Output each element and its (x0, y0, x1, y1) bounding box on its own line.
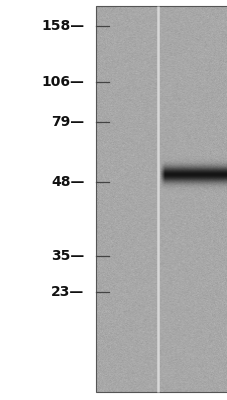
Bar (95, 6, 227, 392)
Text: 106—: 106— (41, 75, 84, 89)
Text: 35—: 35— (51, 249, 84, 263)
Text: 23—: 23— (51, 285, 84, 299)
Text: 158—: 158— (41, 19, 84, 33)
Text: 79—: 79— (51, 115, 84, 129)
Text: 48—: 48— (51, 175, 84, 189)
